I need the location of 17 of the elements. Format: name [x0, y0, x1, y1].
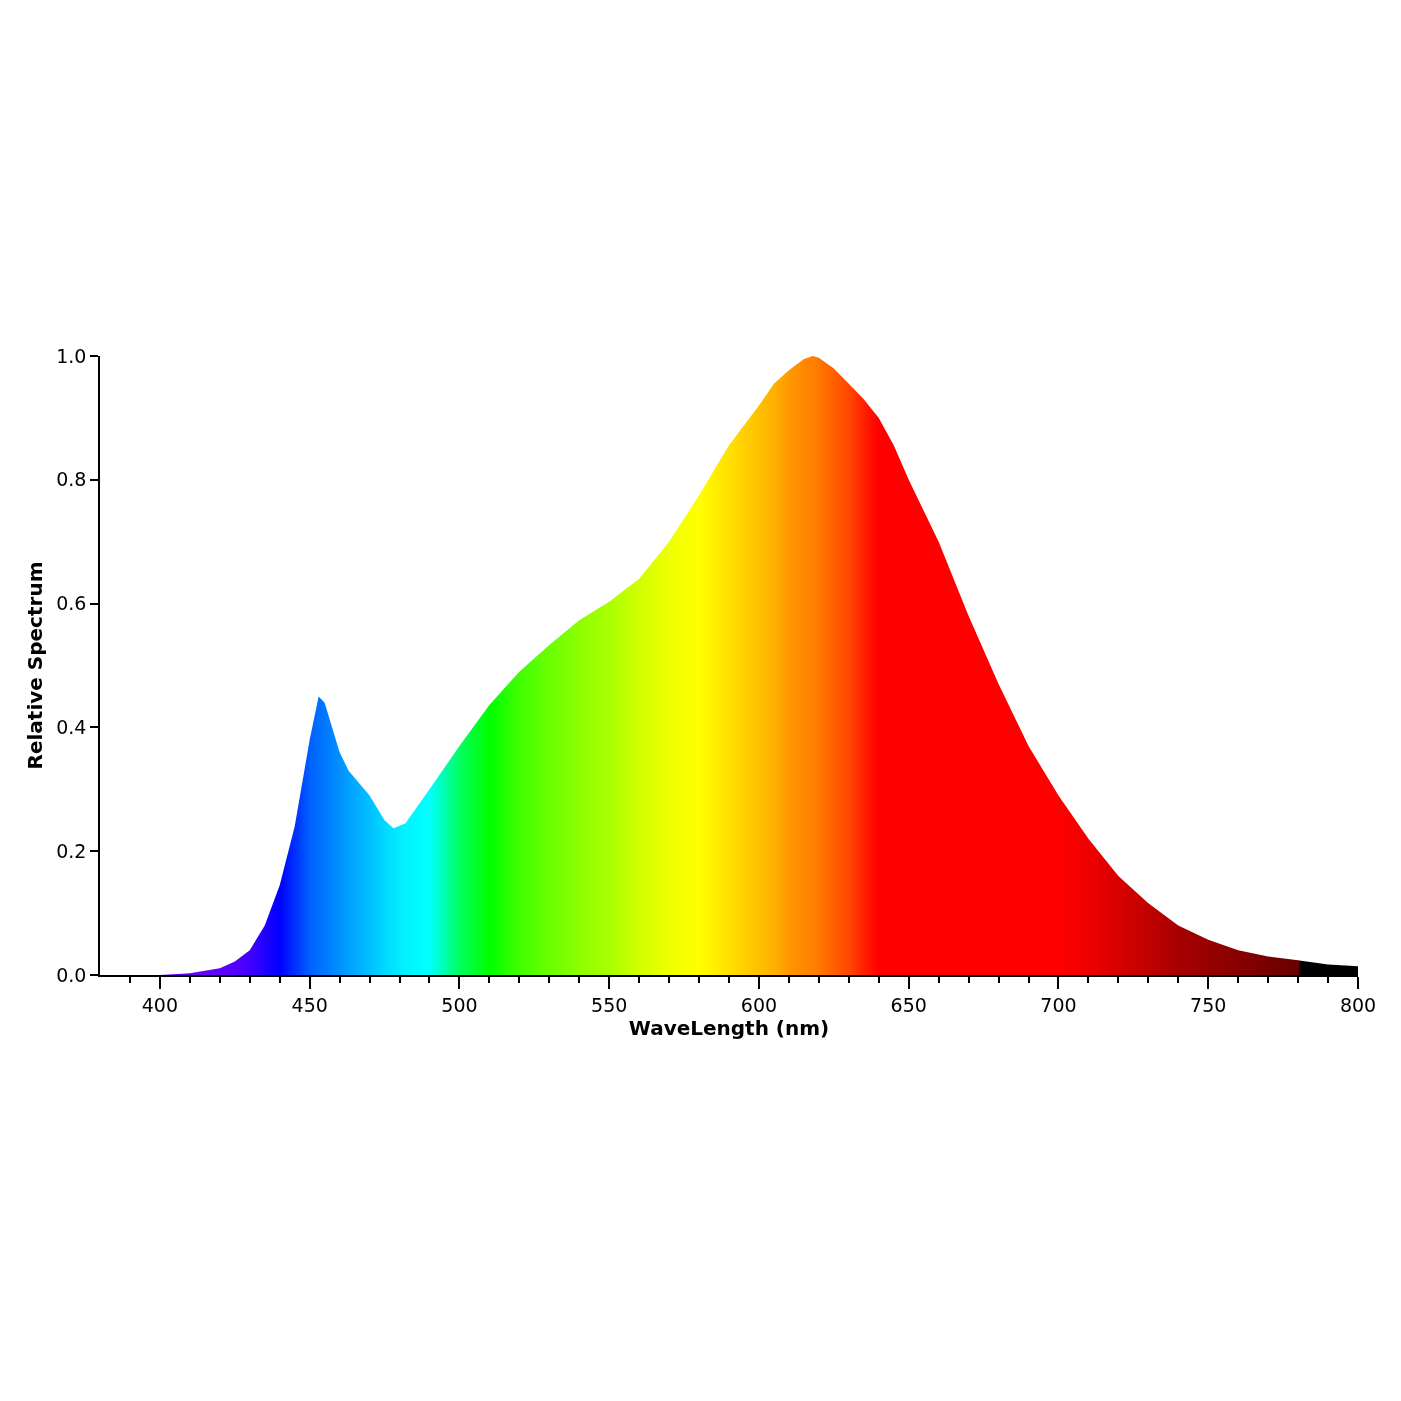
y-tick-label: 0.4: [56, 716, 87, 739]
y-tick-label: 0.0: [56, 963, 87, 986]
y-tick-label: 0.6: [56, 592, 87, 615]
x-tick-label: 700: [1040, 993, 1077, 1016]
x-tick-label: 450: [291, 993, 328, 1016]
x-tick-label: 800: [1339, 993, 1377, 1016]
x-tick-label: 650: [890, 993, 927, 1016]
x-tick-label: 400: [141, 993, 179, 1016]
x-tick-label: 750: [1190, 993, 1227, 1016]
y-tick-label: 0.8: [56, 468, 87, 491]
y-tick-label: 1.0: [56, 344, 87, 367]
x-tick-label: 600: [740, 993, 778, 1016]
x-tick-label: 550: [591, 993, 628, 1016]
x-tick-label: 500: [441, 993, 478, 1016]
y-axis-title: Relative Spectrum: [23, 561, 48, 770]
y-tick-label: 0.2: [56, 839, 87, 862]
x-axis-title: WaveLength (nm): [628, 1015, 830, 1040]
